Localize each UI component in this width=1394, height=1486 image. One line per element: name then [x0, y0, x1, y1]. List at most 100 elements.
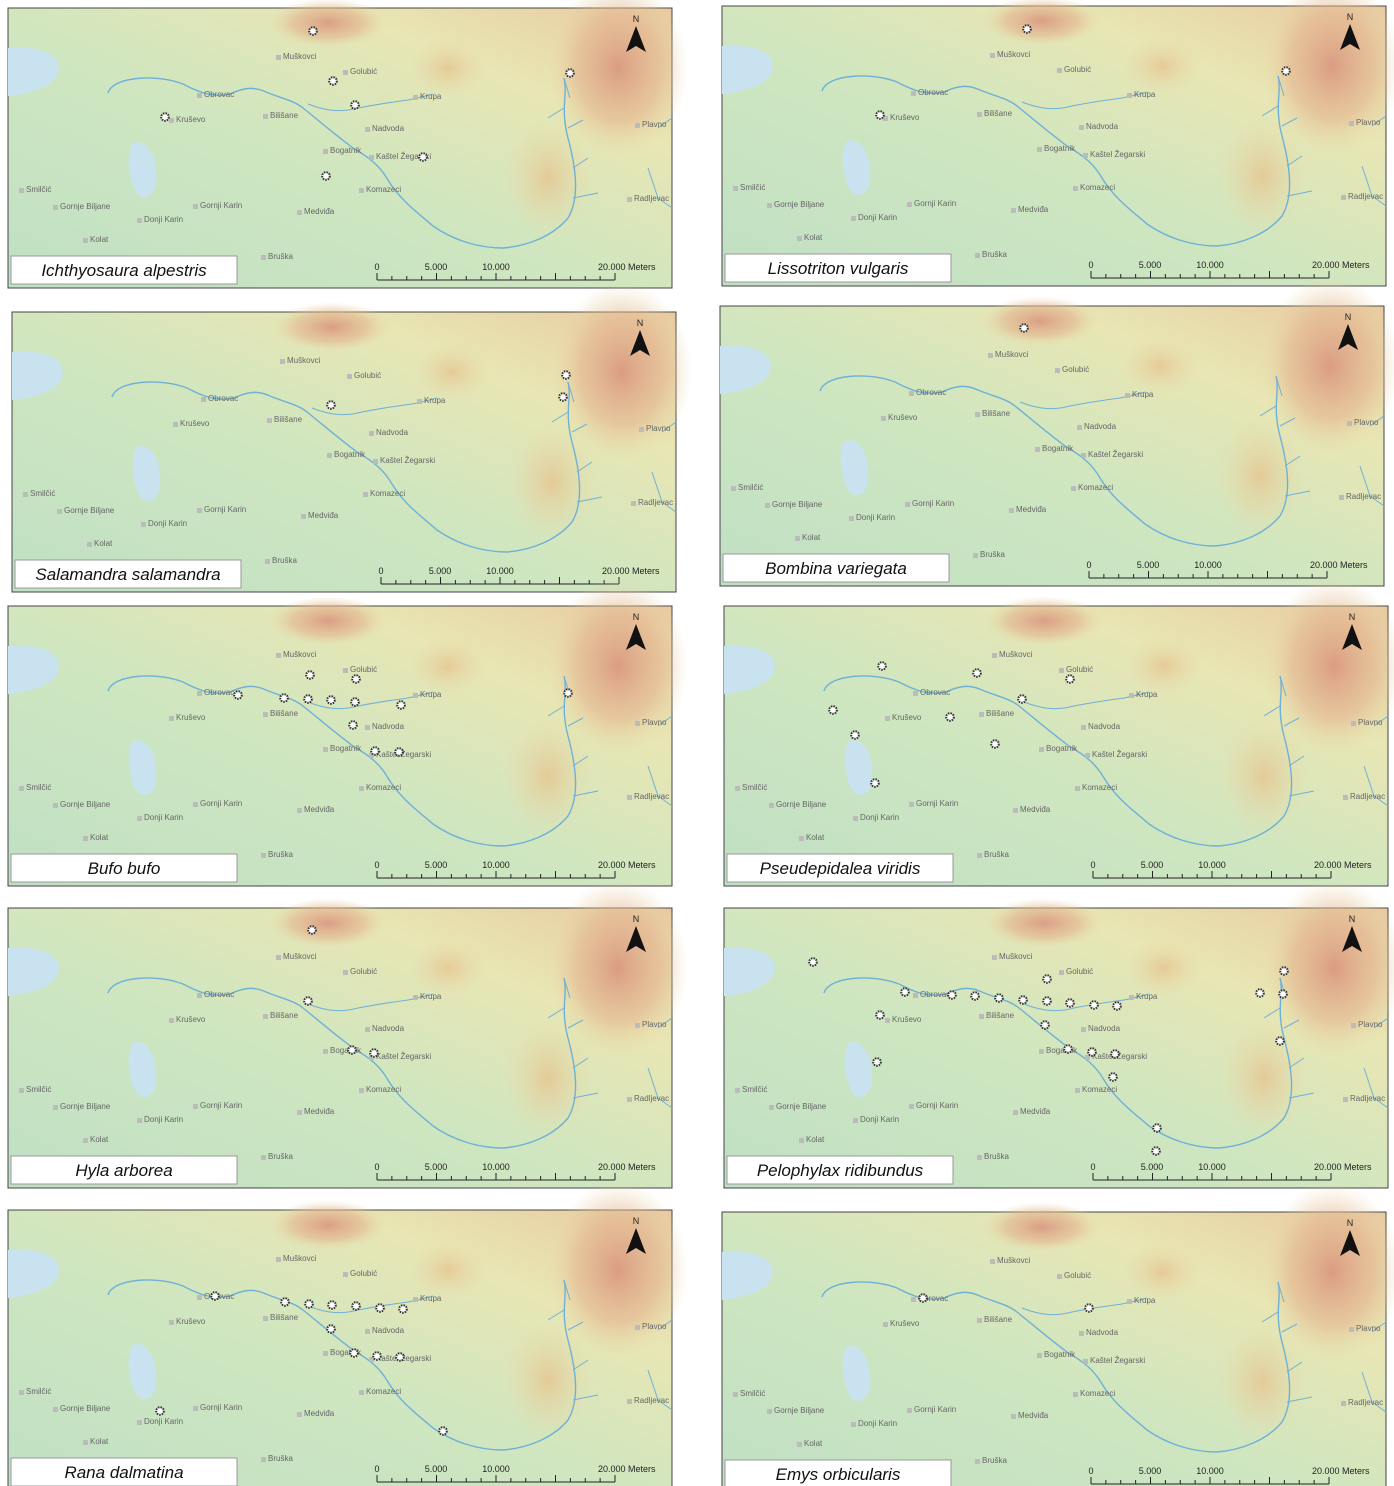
- place-marker: [1339, 495, 1344, 500]
- map-panel: MuškovciGolubićObrovacKruševoBilišaneNad…: [722, 1182, 1394, 1486]
- occurrence-point: [1019, 996, 1027, 1004]
- occurrence-point: [1280, 967, 1288, 975]
- scale-label: 5.000: [425, 262, 448, 272]
- occurrence-point: [995, 994, 1003, 1002]
- place-label: Bogatnik: [334, 450, 366, 459]
- occurrence-point: [1018, 695, 1026, 703]
- place-marker: [363, 492, 368, 497]
- species-name: Pseudepidalea viridis: [760, 859, 921, 878]
- place-label: Plavno: [1356, 118, 1381, 127]
- place-marker: [1083, 153, 1088, 158]
- scale-label: 20.000 Meters: [598, 1162, 656, 1172]
- place-marker: [1081, 1027, 1086, 1032]
- occurrence-point: [946, 713, 954, 721]
- place-marker: [765, 503, 770, 508]
- place-label: Plavno: [642, 120, 667, 129]
- species-name: Bufo bufo: [88, 859, 161, 878]
- place-marker: [853, 816, 858, 821]
- place-marker: [193, 1104, 198, 1109]
- place-label: Kruševo: [176, 115, 206, 124]
- place-label: Bruška: [272, 556, 297, 565]
- place-label: Obrovac: [918, 88, 948, 97]
- place-label: Komazeci: [1078, 483, 1113, 492]
- place-marker: [973, 553, 978, 558]
- map-panel: MuškovciGolubićObrovacKruševoBilišaneNad…: [12, 282, 692, 592]
- scale-label: 5.000: [1139, 1466, 1162, 1476]
- place-label: Gornje Biljane: [60, 1102, 111, 1111]
- place-label: Kruševo: [176, 1015, 206, 1024]
- place-marker: [343, 70, 348, 75]
- place-marker: [1037, 1353, 1042, 1358]
- scale-label: 0: [1090, 1162, 1095, 1172]
- place-marker: [1083, 1359, 1088, 1364]
- place-label: Bogatnik: [1046, 744, 1078, 753]
- place-marker: [369, 431, 374, 436]
- place-marker: [1011, 1414, 1016, 1419]
- place-label: Plavno: [1358, 718, 1383, 727]
- place-marker: [323, 1351, 328, 1356]
- place-marker: [627, 197, 632, 202]
- place-label: Muškovci: [997, 1256, 1031, 1265]
- place-label: Plavno: [646, 424, 671, 433]
- scale-label: 0: [374, 860, 379, 870]
- place-label: Gornje Biljane: [60, 1404, 111, 1413]
- place-marker: [197, 1295, 202, 1300]
- place-label: Obrovac: [208, 394, 238, 403]
- place-label: Kolat: [806, 833, 825, 842]
- place-label: Gornji Karin: [914, 199, 956, 208]
- relief: [1219, 716, 1309, 836]
- place-marker: [323, 1049, 328, 1054]
- scale-label: 10.000: [1196, 260, 1224, 270]
- place-marker: [1349, 1327, 1354, 1332]
- place-marker: [297, 210, 302, 215]
- place-label: Gornje Biljane: [776, 800, 827, 809]
- place-marker: [53, 1105, 58, 1110]
- place-marker: [365, 725, 370, 730]
- occurrence-point: [327, 1325, 335, 1333]
- place-marker: [975, 253, 980, 258]
- place-label: Smilčić: [30, 489, 55, 498]
- place-marker: [173, 422, 178, 427]
- place-marker: [635, 123, 640, 128]
- place-marker: [169, 716, 174, 721]
- place-marker: [263, 1014, 268, 1019]
- place-label: Golubić: [1064, 65, 1091, 74]
- place-marker: [797, 1442, 802, 1447]
- relief: [503, 1320, 593, 1440]
- species-name: Pelophylax ridibundus: [757, 1161, 924, 1180]
- place-marker: [990, 1259, 995, 1264]
- place-label: Gornje Biljane: [64, 506, 115, 515]
- place-label: Donji Karin: [148, 519, 187, 528]
- place-marker: [907, 202, 912, 207]
- place-marker: [911, 1297, 916, 1302]
- place-marker: [992, 955, 997, 960]
- place-label: Medviđa: [304, 207, 335, 216]
- place-marker: [769, 803, 774, 808]
- place-label: Medviđa: [304, 805, 335, 814]
- place-marker: [913, 691, 918, 696]
- scale-label: 10.000: [1196, 1466, 1224, 1476]
- place-marker: [141, 522, 146, 527]
- scale-label: 0: [374, 1464, 379, 1474]
- place-label: Bilišane: [270, 1011, 299, 1020]
- place-marker: [767, 203, 772, 208]
- place-label: Krupa: [1134, 1296, 1156, 1305]
- place-marker: [197, 691, 202, 696]
- place-label: Nadvoda: [1088, 1024, 1121, 1033]
- place-label: Komazeci: [366, 783, 401, 792]
- place-marker: [19, 188, 24, 193]
- place-marker: [769, 1105, 774, 1110]
- place-label: Plavno: [1356, 1324, 1381, 1333]
- scale-label: 0: [1090, 860, 1095, 870]
- place-label: Kolat: [806, 1135, 825, 1144]
- place-marker: [301, 514, 306, 519]
- place-label: Nadvoda: [1084, 422, 1117, 431]
- place-label: Komazeci: [366, 185, 401, 194]
- occurrence-point: [373, 1352, 381, 1360]
- place-label: Kruševo: [888, 413, 918, 422]
- place-label: Radljevac: [1346, 492, 1381, 501]
- place-label: Radljevac: [1348, 192, 1383, 201]
- occurrence-point: [1023, 25, 1031, 33]
- place-marker: [323, 149, 328, 154]
- place-label: Nadvoda: [372, 124, 405, 133]
